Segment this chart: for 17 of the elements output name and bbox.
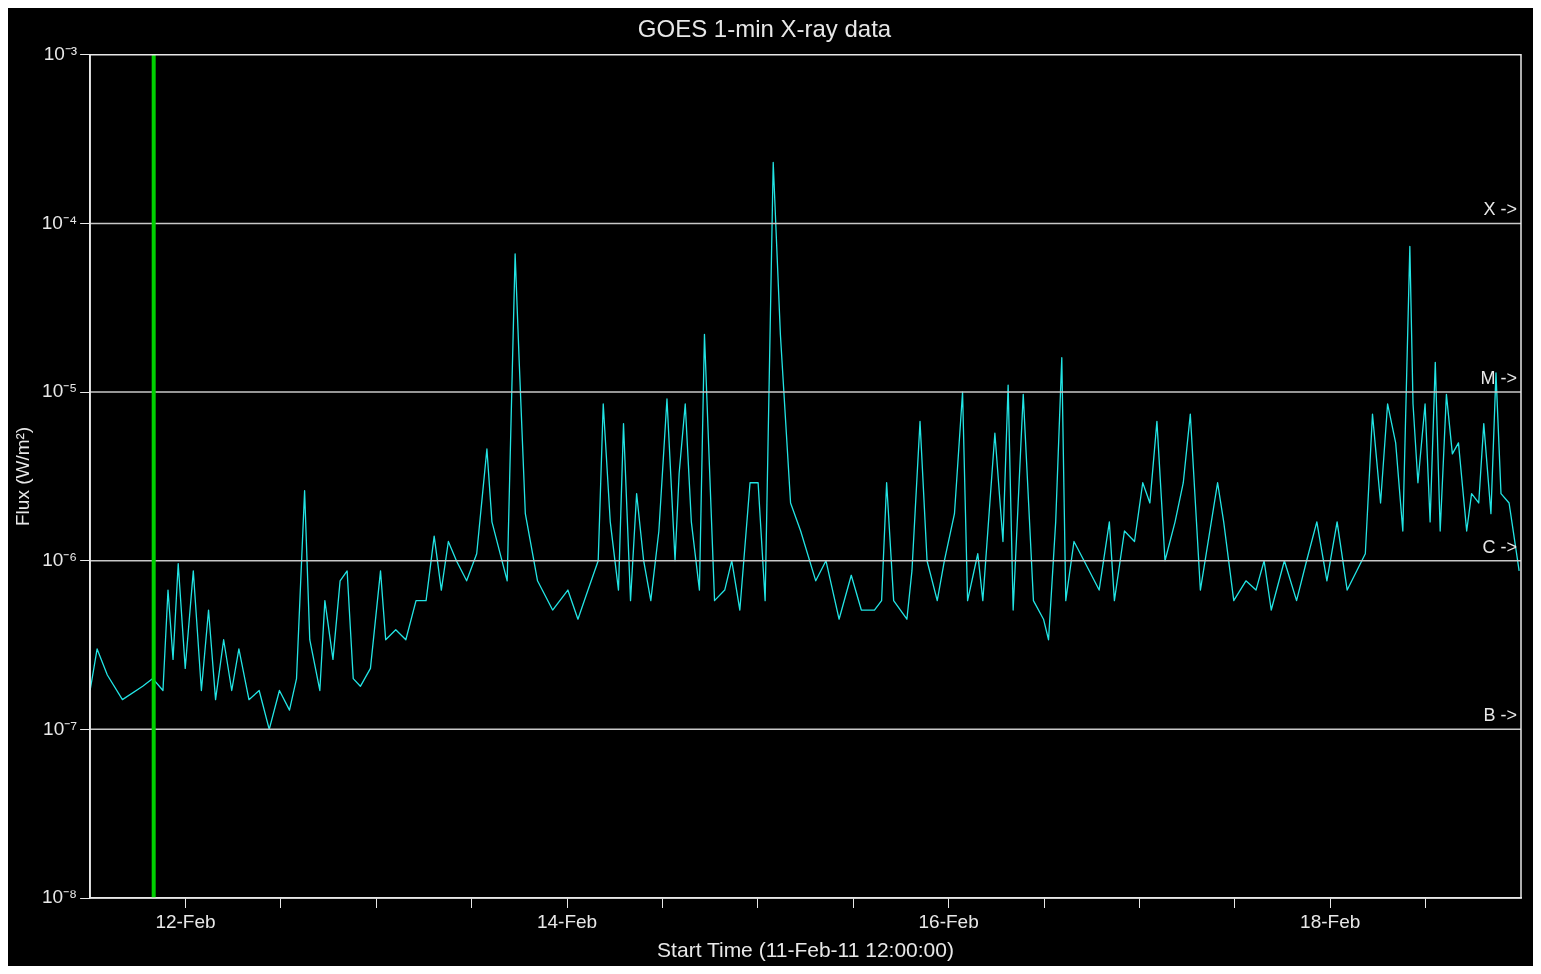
y-tick-label: 10⁻⁴ [41,211,78,233]
y-axis-title: Flux (W/m²) [11,426,33,526]
y-tick-label: 10⁻⁷ [43,717,78,739]
x-tick-label: 18-Feb [1300,910,1361,932]
y-tick-label: 10⁻⁸ [41,886,78,908]
ref-line-label: B -> [1483,705,1517,726]
y-tick-label: 10⁻⁶ [42,548,78,570]
ref-line-label: X -> [1483,199,1517,220]
x-tick-label: 14-Feb [536,910,598,932]
x-tick-label: 16-Feb [918,910,979,932]
x-axis-title: Start Time (11-Feb-11 12:00:00) [657,938,954,962]
x-tick-label: 12-Feb [155,910,216,932]
y-tick-label: 10⁻⁵ [42,380,78,402]
ref-line-label: C -> [1482,536,1517,557]
chart-title: GOES 1-min X-ray data [637,15,892,43]
y-tick-label: 10⁻³ [43,43,78,65]
ref-line-label: M -> [1480,368,1517,389]
